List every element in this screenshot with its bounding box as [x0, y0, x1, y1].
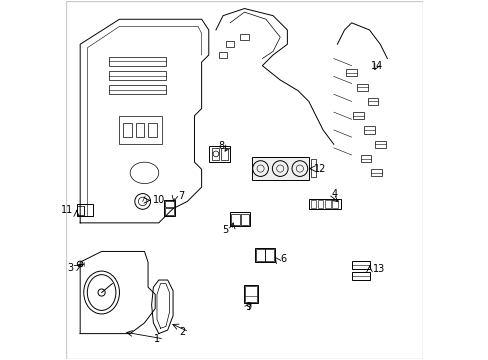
Bar [164, 200, 175, 216]
Bar [360, 155, 370, 162]
Text: 14: 14 [370, 61, 382, 71]
Bar [212, 148, 219, 160]
Bar [324, 200, 330, 207]
Bar [310, 159, 315, 177]
Bar [351, 261, 369, 269]
Text: 4: 4 [331, 189, 338, 199]
Bar [264, 249, 273, 261]
Text: 10: 10 [153, 195, 165, 205]
Text: 9: 9 [244, 302, 251, 312]
Bar [221, 148, 228, 160]
Bar [310, 200, 316, 207]
Bar [230, 213, 240, 225]
Bar [240, 34, 248, 40]
Bar [77, 204, 93, 216]
Text: 8: 8 [218, 141, 224, 151]
Bar [148, 123, 157, 137]
Bar [241, 213, 248, 225]
Bar [251, 157, 308, 180]
Bar [208, 146, 230, 162]
Bar [108, 85, 165, 94]
Bar [346, 69, 356, 76]
Bar [225, 41, 234, 47]
Bar [244, 287, 256, 302]
Bar [135, 123, 144, 137]
Text: 5: 5 [222, 225, 228, 235]
Bar [351, 272, 369, 280]
Bar [108, 71, 165, 80]
Bar [230, 212, 249, 226]
Text: 2: 2 [179, 327, 185, 337]
Bar [331, 200, 337, 207]
Bar [370, 169, 381, 176]
Bar [367, 98, 378, 105]
Bar [123, 123, 132, 137]
Bar [255, 248, 274, 262]
Bar [218, 52, 227, 58]
Bar [308, 199, 340, 208]
Circle shape [98, 289, 105, 296]
Text: 11: 11 [61, 205, 73, 215]
Text: 12: 12 [313, 163, 326, 174]
Bar [317, 200, 323, 207]
Bar [244, 285, 258, 303]
Bar [356, 84, 367, 91]
Text: 3: 3 [67, 262, 73, 273]
Bar [255, 249, 264, 261]
Text: 1: 1 [154, 334, 160, 344]
Bar [164, 201, 174, 207]
Text: 7: 7 [178, 191, 184, 201]
Bar [374, 141, 385, 148]
Bar [364, 126, 374, 134]
Text: 13: 13 [372, 264, 385, 274]
Bar [77, 206, 83, 215]
Bar [164, 208, 174, 215]
Text: 6: 6 [280, 254, 286, 264]
Bar [108, 57, 165, 66]
Bar [353, 112, 364, 119]
Bar [119, 116, 162, 144]
